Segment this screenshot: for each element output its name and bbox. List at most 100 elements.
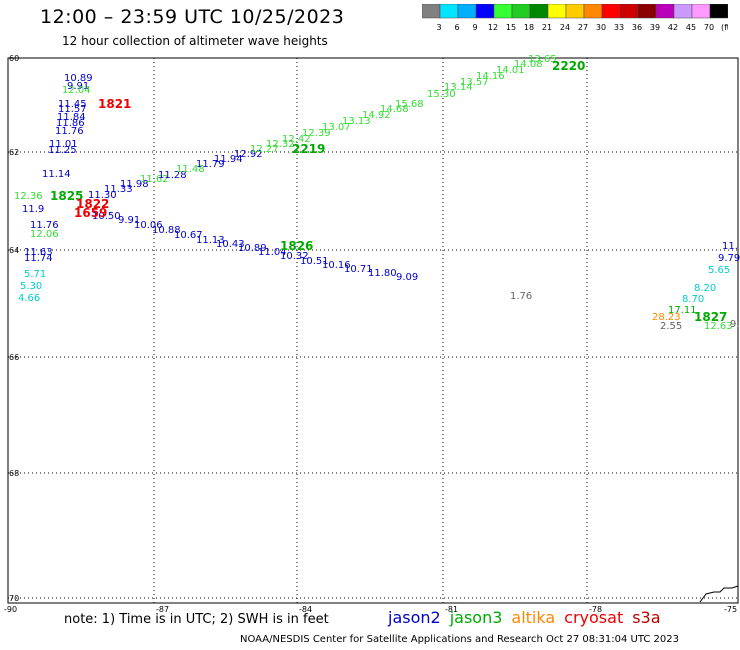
wave-height-label: 13.14	[444, 82, 473, 93]
wave-height-label: 10.50	[92, 211, 121, 222]
pass-time-label: 2220	[552, 59, 586, 73]
longitude-tick-label: -84	[299, 605, 313, 614]
wave-height-label: 11.63	[24, 247, 53, 258]
legend-label: 33	[614, 23, 624, 32]
wave-height-label: 13.07	[322, 122, 351, 133]
legend-label: 36	[632, 23, 642, 32]
legend-swatch	[547, 4, 567, 19]
latitude-tick-label: 66	[9, 353, 20, 362]
wave-height-label: 11.79	[196, 159, 225, 170]
legend-swatch	[637, 4, 657, 19]
wave-height-label: 11.45	[58, 99, 87, 110]
wave-height-label: 9.91	[118, 215, 141, 226]
wave-height-label: 11.9	[22, 204, 45, 215]
wave-height-label: 10.32	[280, 251, 309, 262]
legend-swatch	[565, 4, 585, 19]
wave-height-label: 12.39	[302, 128, 331, 139]
legend-label: 45	[686, 23, 696, 32]
wave-height-label: 10.89	[64, 73, 93, 84]
legend-label: (ft)	[721, 23, 728, 32]
chart-title: 12:00 – 23:59 UTC 10/25/2023	[40, 6, 345, 28]
longitude-tick-label: -78	[589, 605, 603, 614]
wave-height-label: 11.04	[258, 247, 287, 258]
wave-height-label: 13.65	[528, 54, 557, 65]
wave-height-label: 11.76	[30, 220, 59, 231]
wave-height-label: 9.91	[67, 81, 90, 92]
wave-height-label: 12.63	[704, 321, 733, 332]
wave-height-label: 4.66	[18, 293, 41, 304]
wave-height-label: 17.11	[668, 305, 697, 316]
pass-time-label: 1825	[50, 189, 84, 203]
wave-height-label: 10.16	[322, 260, 351, 271]
legend-swatch	[583, 4, 603, 19]
wave-height-label: 11.94	[214, 154, 243, 165]
footnote: note: 1) Time is in UTC; 2) SWH is in fe…	[64, 612, 329, 627]
legend-label: 9	[472, 23, 477, 32]
wave-height-label: 12.04	[62, 85, 91, 96]
wave-height-label: 11.57	[58, 104, 87, 115]
wave-height-label: 8.70	[682, 294, 705, 305]
wave-height-label: 12.42	[282, 134, 311, 145]
longitude-tick-label: -87	[156, 605, 170, 614]
wave-height-label: 12.06	[30, 229, 59, 240]
satellite-altika: altika	[511, 608, 556, 627]
latitude-tick-label: 60	[9, 54, 20, 63]
wave-height-label: 11.48	[176, 164, 205, 175]
wave-height-label: 5.30	[20, 281, 43, 292]
satellite-jason2: jason2	[388, 608, 441, 627]
wave-height-label: 14.68	[380, 104, 409, 115]
wave-height-label: 10.89	[238, 243, 267, 254]
wave-height-label: 10.43	[216, 239, 245, 250]
wave-height-label: 10.51	[300, 256, 329, 267]
latitude-tick-label: 68	[9, 469, 20, 478]
wave-height-label: 28.23	[652, 312, 681, 323]
legend-swatch	[709, 4, 728, 19]
wave-height-label: 11.86	[56, 118, 85, 129]
legend-swatch	[439, 4, 459, 19]
wave-height-label: 12.92	[234, 149, 263, 160]
legend-swatch	[493, 4, 513, 19]
longitude-tick-label: -81	[445, 605, 459, 614]
legend-swatch	[691, 4, 711, 19]
legend-label: 39	[650, 23, 660, 32]
wave-height-label: 8.20	[694, 283, 717, 294]
wave-height-label: 15.68	[395, 99, 424, 110]
legend-swatch	[457, 4, 477, 19]
legend-swatch	[655, 4, 675, 19]
satellite-jason3: jason3	[449, 608, 503, 627]
longitude-tick-label: -90	[4, 605, 18, 614]
pass-time-label: 1826	[280, 239, 314, 253]
wave-height-label: 14.92	[362, 110, 391, 121]
wave-height-label: 2.55	[660, 321, 683, 332]
wave-height-label: 9.4	[730, 319, 740, 330]
wave-height-label: 5.71	[24, 269, 47, 280]
wave-height-label: 10.88	[152, 225, 181, 236]
wave-height-label: 1.76	[510, 291, 533, 302]
legend-label: 6	[454, 23, 459, 32]
wave-height-label: 10.67	[174, 230, 203, 241]
legend-label: 42	[668, 23, 678, 32]
pass-time-label: 1659	[74, 206, 108, 220]
wave-height-label: 11.30	[88, 190, 117, 201]
wave-height-label: 12.36	[14, 191, 43, 202]
legend-label: 3	[436, 23, 441, 32]
wave-height-label: 11.84	[57, 112, 86, 123]
legend-label: 27	[578, 23, 588, 32]
wave-height-label: 5.65	[708, 265, 731, 276]
legend-label: 30	[596, 23, 606, 32]
wave-height-label: 10.71	[344, 264, 373, 275]
chart-subtitle: 12 hour collection of altimeter wave hei…	[62, 34, 328, 48]
pass-time-label: 2219	[292, 142, 326, 156]
wave-height-label: 11.98	[120, 179, 149, 190]
wave-height-label: 12.27	[250, 144, 279, 155]
satellite-cryosat: cryosat	[564, 608, 624, 627]
wave-height-label: 11.01	[49, 139, 78, 150]
wave-height-label: 11.25	[48, 145, 77, 156]
wave-height-label: 13.57	[460, 77, 489, 88]
satellite-s3a: s3a	[632, 608, 661, 627]
wave-height-label: 10.06	[134, 220, 163, 231]
latitude-tick-label: 62	[9, 148, 20, 157]
wave-height-label: 11.80	[368, 268, 397, 279]
wave-height-label: 9.79	[718, 253, 740, 264]
